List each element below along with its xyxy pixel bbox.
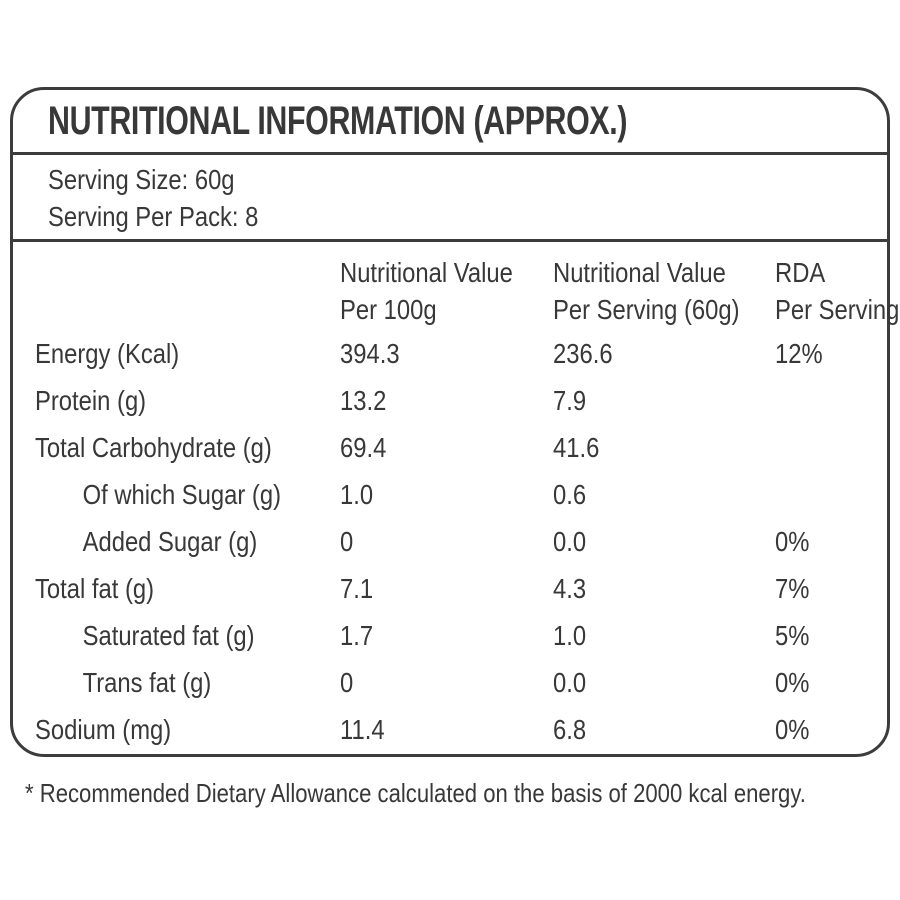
per-serving-value: 4.3 [553,572,587,604]
nutrient-label: Sodium (mg) [35,713,172,745]
rda-footnote: * Recommended Dietary Allowance calculat… [25,778,806,808]
table-row-total-carbohydrate: Total Carbohydrate (g) 69.4 41.6 [35,424,887,471]
label-header: NUTRITIONAL INFORMATION (APPROX.) [13,90,887,155]
nutrient-label: Saturated fat (g) [82,619,255,651]
serving-info: Serving Size: 60g Serving Per Pack: 8 [13,155,887,242]
table-header-row: Nutritional Value Per 100g Nutritional V… [35,254,900,328]
rda-value: 7% [775,572,810,604]
col-header-per-100g: Nutritional Value Per 100g [340,257,513,325]
col-header-per-serving: Nutritional Value Per Serving (60g) [553,257,740,325]
nutrition-table: Nutritional Value Per 100g Nutritional V… [13,242,900,753]
per-serving-value: 0.0 [553,525,587,557]
per-serving-value: 6.8 [553,713,587,745]
table-row-trans-fat: Trans fat (g) 0 0.0 0% [35,659,887,706]
table-row-energy: Energy (Kcal) 394.3 236.6 12% [35,330,887,377]
per-100g-value: 13.2 [340,384,387,416]
per-serving-value: 7.9 [553,384,587,416]
nutrient-label: Of which Sugar (g) [82,478,282,510]
per-100g-value: 1.0 [340,478,374,510]
nutrient-label: Total Carbohydrate (g) [35,431,272,463]
rda-value: 12% [775,337,823,369]
nutrient-label: Added Sugar (g) [82,525,258,557]
serving-per-pack: Serving Per Pack: 8 [48,201,259,232]
per-100g-value: 69.4 [340,431,387,463]
per-serving-value: 41.6 [553,431,600,463]
per-100g-value: 0 [340,525,354,557]
nutrient-label: Energy (Kcal) [35,337,180,369]
per-serving-value: 1.0 [553,619,587,651]
label-title: NUTRITIONAL INFORMATION (APPROX.) [48,98,628,143]
rda-value: 0% [775,713,810,745]
rda-value: 5% [775,619,810,651]
per-100g-value: 0 [340,666,354,698]
table-row-of-which-sugar: Of which Sugar (g) 1.0 0.6 [35,471,887,518]
table-row-sodium: Sodium (mg) 11.4 6.8 0% [35,706,887,753]
nutrient-label: Total fat (g) [35,572,155,604]
col-header-rda: RDA Per Serving* [775,257,900,325]
serving-size: Serving Size: 60g [48,164,235,195]
nutrient-label: Protein (g) [35,384,147,416]
per-100g-value: 394.3 [340,337,400,369]
rda-value: 0% [775,666,810,698]
table-row-total-fat: Total fat (g) 7.1 4.3 7% [35,565,887,612]
per-serving-value: 0.0 [553,666,587,698]
nutrient-label: Trans fat (g) [82,666,212,698]
per-100g-value: 11.4 [340,713,385,745]
per-serving-value: 0.6 [553,478,587,510]
rda-value: 0% [775,525,810,557]
per-serving-value: 236.6 [553,337,613,369]
table-row-saturated-fat: Saturated fat (g) 1.7 1.0 5% [35,612,887,659]
nutrition-label-box: NUTRITIONAL INFORMATION (APPROX.) Servin… [10,87,900,757]
per-100g-value: 1.7 [340,619,374,651]
table-row-protein: Protein (g) 13.2 7.9 [35,377,887,424]
per-100g-value: 7.1 [340,572,374,604]
table-row-added-sugar: Added Sugar (g) 0 0.0 0% [35,518,887,565]
